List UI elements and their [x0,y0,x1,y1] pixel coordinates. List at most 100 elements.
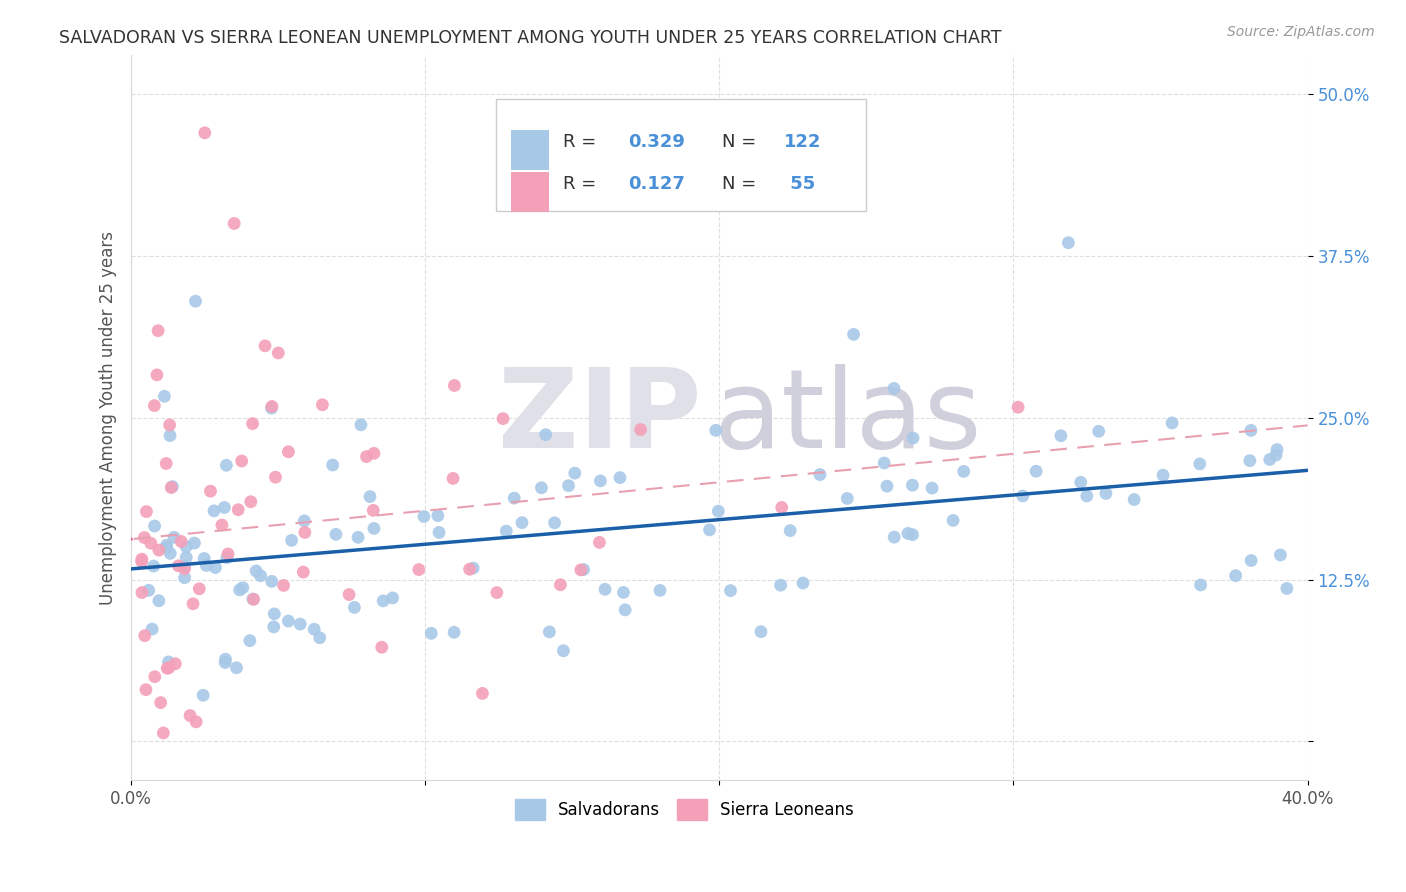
Point [609,470,631,484]
Point [510,516,533,530]
Point [239,494,262,508]
Point [181,597,204,611]
Point [538,624,561,639]
Point [1188,457,1211,471]
Point [322,458,344,472]
Point [952,464,974,478]
Point [131,552,153,566]
Point [707,504,730,518]
Point [883,381,905,395]
Point [325,527,347,541]
Point [156,661,179,675]
Point [146,324,169,338]
Point [239,633,262,648]
Point [138,583,160,598]
Y-axis label: Unemployment Among Youth under 25 years: Unemployment Among Youth under 25 years [100,231,117,605]
Point [1258,452,1281,467]
Point [901,478,924,492]
Point [143,399,166,413]
Point [260,401,283,416]
Text: Source: ZipAtlas.com: Source: ZipAtlas.com [1227,25,1375,39]
Point [589,474,612,488]
Point [876,479,898,493]
Text: atlas: atlas [713,364,981,471]
Point [569,563,592,577]
Point [363,446,385,460]
Point [873,456,896,470]
Point [1050,428,1073,442]
Point [245,564,267,578]
Point [294,525,316,540]
Point [292,565,315,579]
Point [557,478,579,492]
Point [139,536,162,550]
Point [160,481,183,495]
Point [162,480,184,494]
Point [361,503,384,517]
Point [263,620,285,634]
Text: 0.127: 0.127 [627,176,685,194]
Point [173,571,195,585]
Point [337,588,360,602]
Point [155,457,177,471]
Point [371,640,394,655]
Point [254,339,277,353]
Point [260,400,283,414]
Point [191,688,214,702]
Point [1087,425,1109,439]
Point [593,582,616,597]
Point [224,217,246,231]
Point [769,578,792,592]
Point [443,378,465,392]
Point [143,670,166,684]
Point [343,600,366,615]
Point [214,500,236,515]
Point [1189,578,1212,592]
Point [359,490,381,504]
Point [373,594,395,608]
Point [148,543,170,558]
Point [131,585,153,599]
Point [174,540,197,554]
Point [837,491,859,506]
Point [1239,453,1261,467]
Point [770,500,793,515]
Point [263,607,285,621]
Point [174,550,197,565]
Point [249,568,271,582]
Point [159,546,181,560]
FancyBboxPatch shape [512,129,548,169]
Point [232,581,254,595]
Legend: Salvadorans, Sierra Leoneans: Salvadorans, Sierra Leoneans [508,793,860,826]
Point [408,563,430,577]
Point [1161,416,1184,430]
Point [195,558,218,573]
Point [290,617,312,632]
Point [443,625,465,640]
Point [214,652,236,666]
Point [267,346,290,360]
Text: R =: R = [562,133,596,152]
Point [1025,464,1047,478]
Point [1265,448,1288,462]
Point [135,505,157,519]
Point [381,591,404,605]
Point [225,661,247,675]
Point [157,661,180,675]
Point [749,624,772,639]
Point [292,514,315,528]
Point [186,714,208,729]
Point [159,417,181,432]
Point [264,470,287,484]
Point [779,524,801,538]
Point [188,582,211,596]
Point [1265,442,1288,457]
Point [194,126,217,140]
Text: N =: N = [721,176,756,194]
Point [630,423,652,437]
Point [699,523,721,537]
Point [311,398,333,412]
Point [720,583,742,598]
Point [363,521,385,535]
Point [704,423,727,437]
